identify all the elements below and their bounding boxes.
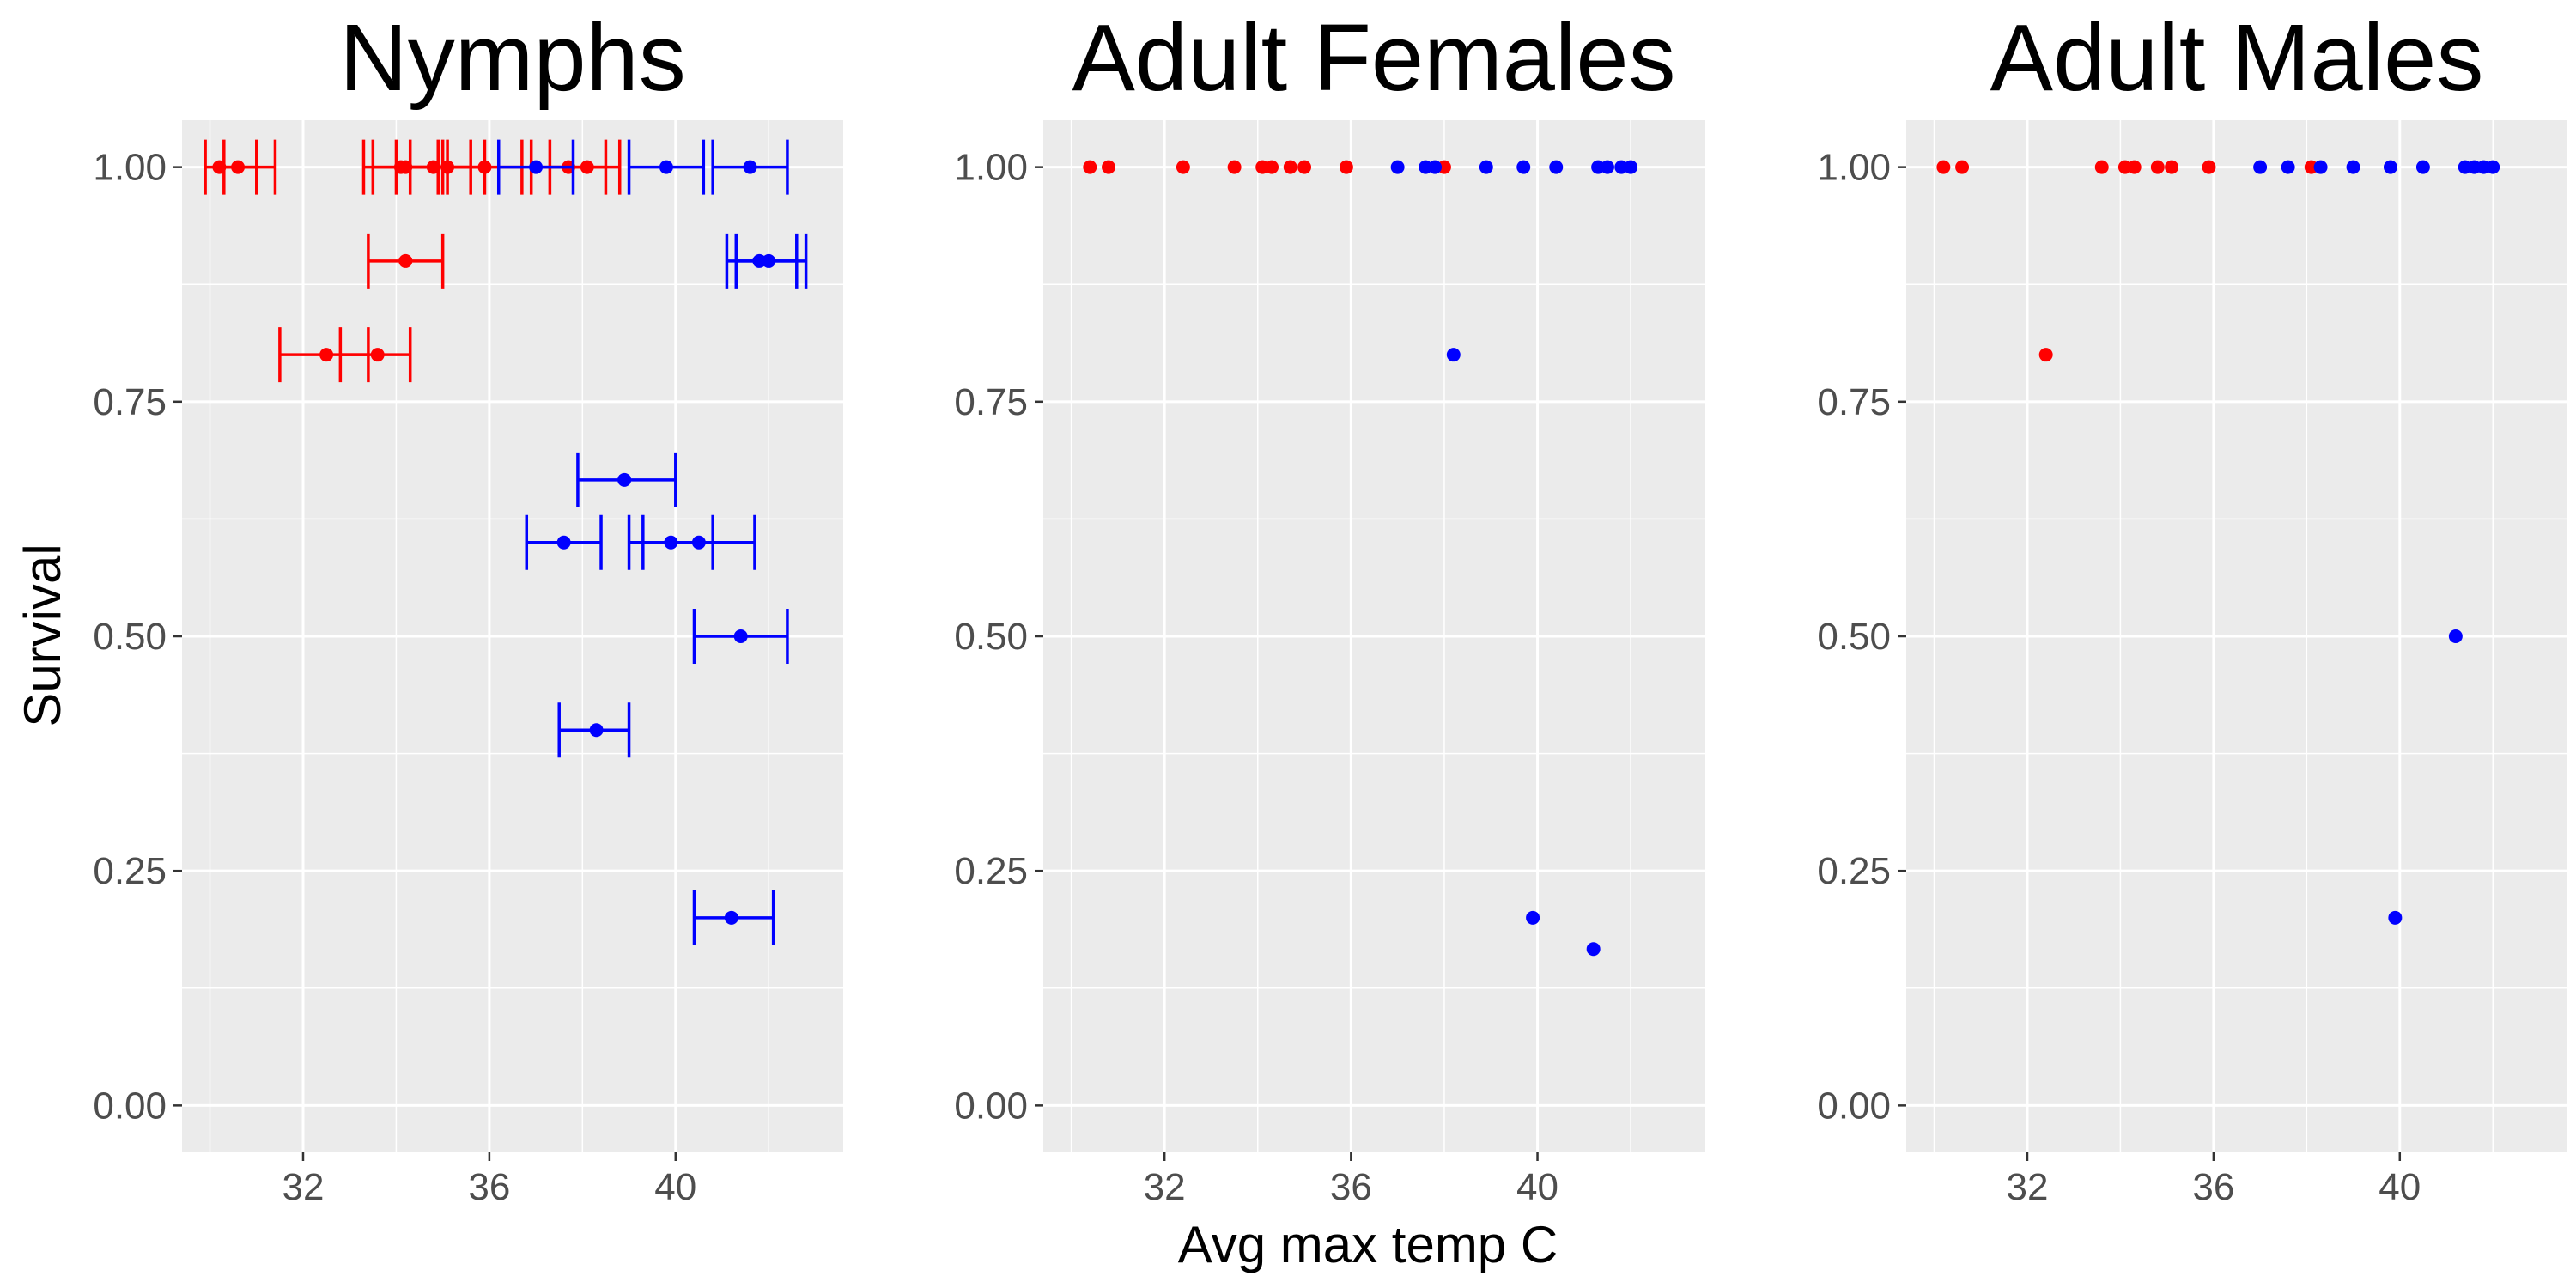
data-point (743, 160, 757, 174)
panel-3: 32 36 40 0.00 0.25 0.50 0.75 1.00 Adult Males (1817, 5, 2567, 1208)
data-point (589, 723, 604, 738)
data-point (1102, 160, 1116, 174)
data-point (2448, 629, 2463, 643)
y-tick-label: 1.00 (954, 147, 1028, 189)
data-point (529, 160, 544, 174)
data-point (1586, 942, 1601, 957)
x-tick-label: 32 (283, 1166, 325, 1208)
data-point (2253, 160, 2268, 174)
y-tick-label: 0.50 (1817, 616, 1891, 658)
x-tick-label: 40 (1516, 1166, 1558, 1208)
y-tick-label: 0.75 (93, 381, 167, 423)
y-tick-label: 1.00 (93, 147, 167, 189)
data-point (2094, 160, 2109, 174)
y-tick-label: 0.75 (1817, 381, 1891, 423)
data-point (2346, 160, 2360, 174)
data-point (1428, 160, 1443, 174)
data-point (2127, 160, 2142, 174)
data-point (2150, 160, 2165, 174)
panel-1: 32 36 40 0.00 0.25 0.50 0.75 1.00 Nymphs (93, 5, 843, 1208)
data-point (2202, 160, 2216, 174)
data-point (2165, 160, 2179, 174)
y-tick-label: 0.50 (93, 616, 167, 658)
data-point (617, 472, 632, 487)
data-point (1526, 910, 1540, 925)
x-tick-label: 32 (1144, 1166, 1186, 1208)
data-point (2313, 160, 2328, 174)
panel-title: Adult Males (1990, 5, 2484, 111)
y-axis-title: Survival (14, 544, 71, 726)
data-point (1624, 160, 1638, 174)
data-series (2253, 160, 2500, 925)
x-tick-label: 40 (2379, 1166, 2421, 1208)
y-tick-label: 1.00 (1817, 147, 1891, 189)
data-point (1516, 160, 1531, 174)
y-tick-label: 0.00 (954, 1084, 1028, 1127)
data-series (496, 139, 808, 945)
y-tick-label: 0.75 (954, 381, 1028, 423)
y-tick-label: 0.25 (1817, 850, 1891, 892)
y-tick-label: 0.25 (954, 850, 1028, 892)
data-point (1390, 160, 1405, 174)
data-point (2038, 348, 2053, 362)
data-series (1390, 160, 1638, 957)
data-point (1955, 160, 1970, 174)
data-point (231, 160, 246, 174)
data-point (398, 253, 413, 268)
x-tick-label: 36 (468, 1166, 510, 1208)
y-tick-label: 0.00 (93, 1084, 167, 1127)
data-point (733, 629, 748, 643)
panel-2: 32 36 40 0.00 0.25 0.50 0.75 1.00 Adult Females (954, 5, 1705, 1208)
data-point (2415, 160, 2430, 174)
data-point (1479, 160, 1493, 174)
data-point (580, 160, 594, 174)
x-tick-label: 40 (654, 1166, 696, 1208)
data-point (1339, 160, 1353, 174)
data-point (1227, 160, 1242, 174)
data-point (1265, 160, 1279, 174)
y-tick-label: 0.50 (954, 616, 1028, 658)
y-tick-label: 0.00 (1817, 1084, 1891, 1127)
data-point (556, 535, 571, 550)
data-point (2486, 160, 2500, 174)
data-point (477, 160, 492, 174)
data-point (2383, 160, 2397, 174)
data-point (1083, 160, 1097, 174)
data-point (1446, 348, 1461, 362)
data-point (659, 160, 673, 174)
data-point (724, 910, 738, 925)
data-point (1600, 160, 1614, 174)
x-axis-title: Avg max temp C (1178, 1216, 1558, 1273)
data-point (1176, 160, 1190, 174)
x-tick-label: 32 (2007, 1166, 2049, 1208)
data-point (762, 253, 776, 268)
panel-title: Adult Females (1072, 5, 1675, 111)
data-point (1297, 160, 1312, 174)
data-point (1283, 160, 1297, 174)
data-point (2388, 910, 2403, 925)
data-point (1936, 160, 1951, 174)
x-tick-label: 36 (2192, 1166, 2234, 1208)
data-point (1549, 160, 1564, 174)
data-point (319, 348, 334, 362)
data-series (1936, 160, 2318, 362)
y-tick-label: 0.25 (93, 850, 167, 892)
data-point (2281, 160, 2295, 174)
x-tick-label: 36 (1330, 1166, 1372, 1208)
panel-title: Nymphs (339, 5, 685, 111)
data-point (370, 348, 385, 362)
data-point (691, 535, 706, 550)
